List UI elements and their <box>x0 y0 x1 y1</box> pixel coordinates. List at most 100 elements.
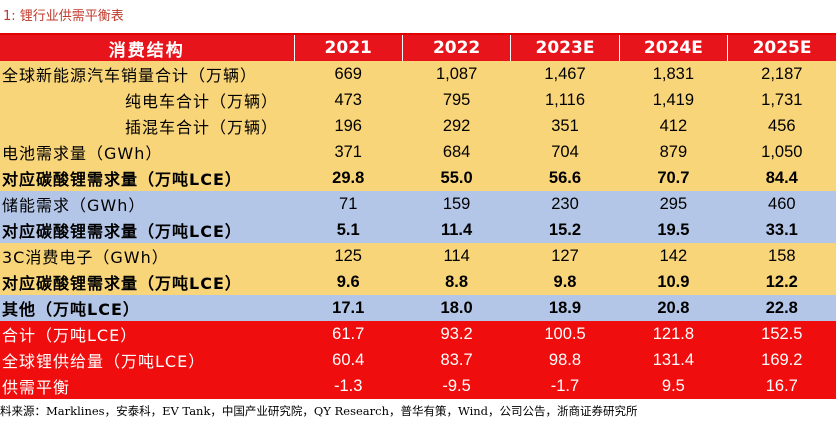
table-cell: 127 <box>510 243 620 269</box>
table-cell: 9.5 <box>619 373 728 399</box>
table-cell: 18.9 <box>510 295 620 321</box>
table-row: 纯电车合计（万辆） 473 795 1,116 1,419 1,731 <box>0 87 836 113</box>
table-cell: 60.4 <box>294 347 403 373</box>
column-header: 2024E <box>618 35 728 61</box>
table-row: 全球锂供给量（万吨LCE） 60.4 83.7 98.8 131.4 169.2 <box>0 347 836 373</box>
row-label: 合计（万吨LCE） <box>0 321 295 347</box>
table-row: 电池需求量（GWh） 371 684 704 879 1,050 <box>0 139 836 165</box>
table-cell: 230 <box>510 191 620 217</box>
table-cell: 684 <box>402 139 511 165</box>
title-divider <box>0 33 836 35</box>
table-cell: 1,087 <box>402 61 511 87</box>
table-cell: 125 <box>294 243 403 269</box>
table-cell: 1,467 <box>510 61 620 87</box>
row-label: 全球锂供给量（万吨LCE） <box>0 347 295 373</box>
table-cell: 196 <box>294 113 403 139</box>
table-cell: 9.6 <box>294 269 403 295</box>
row-label: 全球新能源汽车销量合计（万辆） <box>0 61 295 87</box>
supply-demand-table: 消费结构 2021 2022 2023E 2024E 2025E 全球新能源汽车… <box>0 35 836 399</box>
column-header: 2025E <box>727 35 836 61</box>
row-label: 电池需求量（GWh） <box>0 139 295 165</box>
table-cell: 795 <box>402 87 511 113</box>
table-cell: 84.4 <box>727 165 836 191</box>
table-cell: 131.4 <box>619 347 728 373</box>
table-cell: 93.2 <box>402 321 511 347</box>
table-title: 1: 锂行业供需平衡表 <box>3 9 124 24</box>
table-cell: 412 <box>619 113 728 139</box>
row-label: 纯电车合计（万辆） <box>0 87 295 113</box>
table-cell: 669 <box>294 61 403 87</box>
table-row: 插混车合计（万辆） 196 292 351 412 456 <box>0 113 836 139</box>
table-cell: 473 <box>294 87 403 113</box>
column-header: 2023E <box>510 35 620 61</box>
table-cell: 121.8 <box>619 321 728 347</box>
table-row: 合计（万吨LCE） 61.7 93.2 100.5 121.8 152.5 <box>0 321 836 347</box>
table-row: 对应碳酸锂需求量（万吨LCE） 5.1 11.4 15.2 19.5 33.1 <box>0 217 836 243</box>
table-cell: 18.0 <box>402 295 511 321</box>
table-cell: 456 <box>727 113 836 139</box>
table-cell: 100.5 <box>510 321 620 347</box>
table-row: 全球新能源汽车销量合计（万辆） 669 1,087 1,467 1,831 2,187 <box>0 61 836 87</box>
row-label: 其他（万吨LCE） <box>0 295 295 321</box>
table-cell: 1,731 <box>727 87 836 113</box>
table-cell: 16.7 <box>727 373 836 399</box>
source-note: 料来源：Marklines，安泰科，EV Tank，中国产业研究院，QY Res… <box>0 404 638 418</box>
table-cell: 17.1 <box>294 295 403 321</box>
row-label: 储能需求（GWh） <box>0 191 295 217</box>
table-row: 对应碳酸锂需求量（万吨LCE） 29.8 55.0 56.6 70.7 84.4 <box>0 165 836 191</box>
table-cell: 71 <box>294 191 403 217</box>
table-cell: 371 <box>294 139 403 165</box>
table-cell: 295 <box>619 191 728 217</box>
table-cell: 152.5 <box>727 321 836 347</box>
table-row: 供需平衡 -1.3 -9.5 -1.7 9.5 16.7 <box>0 373 836 399</box>
table-cell: 5.1 <box>294 217 403 243</box>
table-cell: 19.5 <box>619 217 728 243</box>
table-cell: 1,419 <box>619 87 728 113</box>
table-cell: 114 <box>402 243 511 269</box>
table-cell: 70.7 <box>619 165 728 191</box>
row-label: 对应碳酸锂需求量（万吨LCE） <box>0 269 295 295</box>
column-header: 2021 <box>293 35 403 61</box>
table-row: 储能需求（GWh） 71 159 230 295 460 <box>0 191 836 217</box>
table-cell: 11.4 <box>402 217 511 243</box>
row-label: 对应碳酸锂需求量（万吨LCE） <box>0 165 295 191</box>
table-cell: 98.8 <box>510 347 620 373</box>
table-row: 其他（万吨LCE） 17.1 18.0 18.9 20.8 22.8 <box>0 295 836 321</box>
table-cell: 20.8 <box>619 295 728 321</box>
column-header: 消费结构 <box>0 35 295 61</box>
table-cell: 292 <box>402 113 511 139</box>
table-cell: 15.2 <box>510 217 620 243</box>
table-cell: 351 <box>510 113 620 139</box>
table-cell: 2,187 <box>727 61 836 87</box>
table-cell: -1.3 <box>294 373 403 399</box>
row-label: 供需平衡 <box>0 373 295 399</box>
table-cell: 879 <box>619 139 728 165</box>
table-cell: 33.1 <box>727 217 836 243</box>
table-cell: 169.2 <box>727 347 836 373</box>
row-label: 对应碳酸锂需求量（万吨LCE） <box>0 217 295 243</box>
table-cell: 8.8 <box>402 269 511 295</box>
table-cell: 56.6 <box>510 165 620 191</box>
column-header: 2022 <box>401 35 511 61</box>
table-cell: 704 <box>510 139 620 165</box>
table-cell: -1.7 <box>510 373 620 399</box>
table-cell: 12.2 <box>727 269 836 295</box>
row-label: 3C消费电子（GWh） <box>0 243 295 269</box>
table-cell: 9.8 <box>510 269 620 295</box>
table-cell: 55.0 <box>402 165 511 191</box>
table-cell: 10.9 <box>619 269 728 295</box>
row-label: 插混车合计（万辆） <box>0 113 295 139</box>
table-row: 对应碳酸锂需求量（万吨LCE） 9.6 8.8 9.8 10.9 12.2 <box>0 269 836 295</box>
table-cell: 1,831 <box>619 61 728 87</box>
table-cell: 22.8 <box>727 295 836 321</box>
table-cell: 158 <box>727 243 836 269</box>
table-cell: 61.7 <box>294 321 403 347</box>
table-header-row: 消费结构 2021 2022 2023E 2024E 2025E <box>0 35 836 61</box>
table-cell: 460 <box>727 191 836 217</box>
table-cell: -9.5 <box>402 373 511 399</box>
table-cell: 1,050 <box>727 139 836 165</box>
table-row: 3C消费电子（GWh） 125 114 127 142 158 <box>0 243 836 269</box>
table-cell: 159 <box>402 191 511 217</box>
table-cell: 29.8 <box>294 165 403 191</box>
table-cell: 83.7 <box>402 347 511 373</box>
